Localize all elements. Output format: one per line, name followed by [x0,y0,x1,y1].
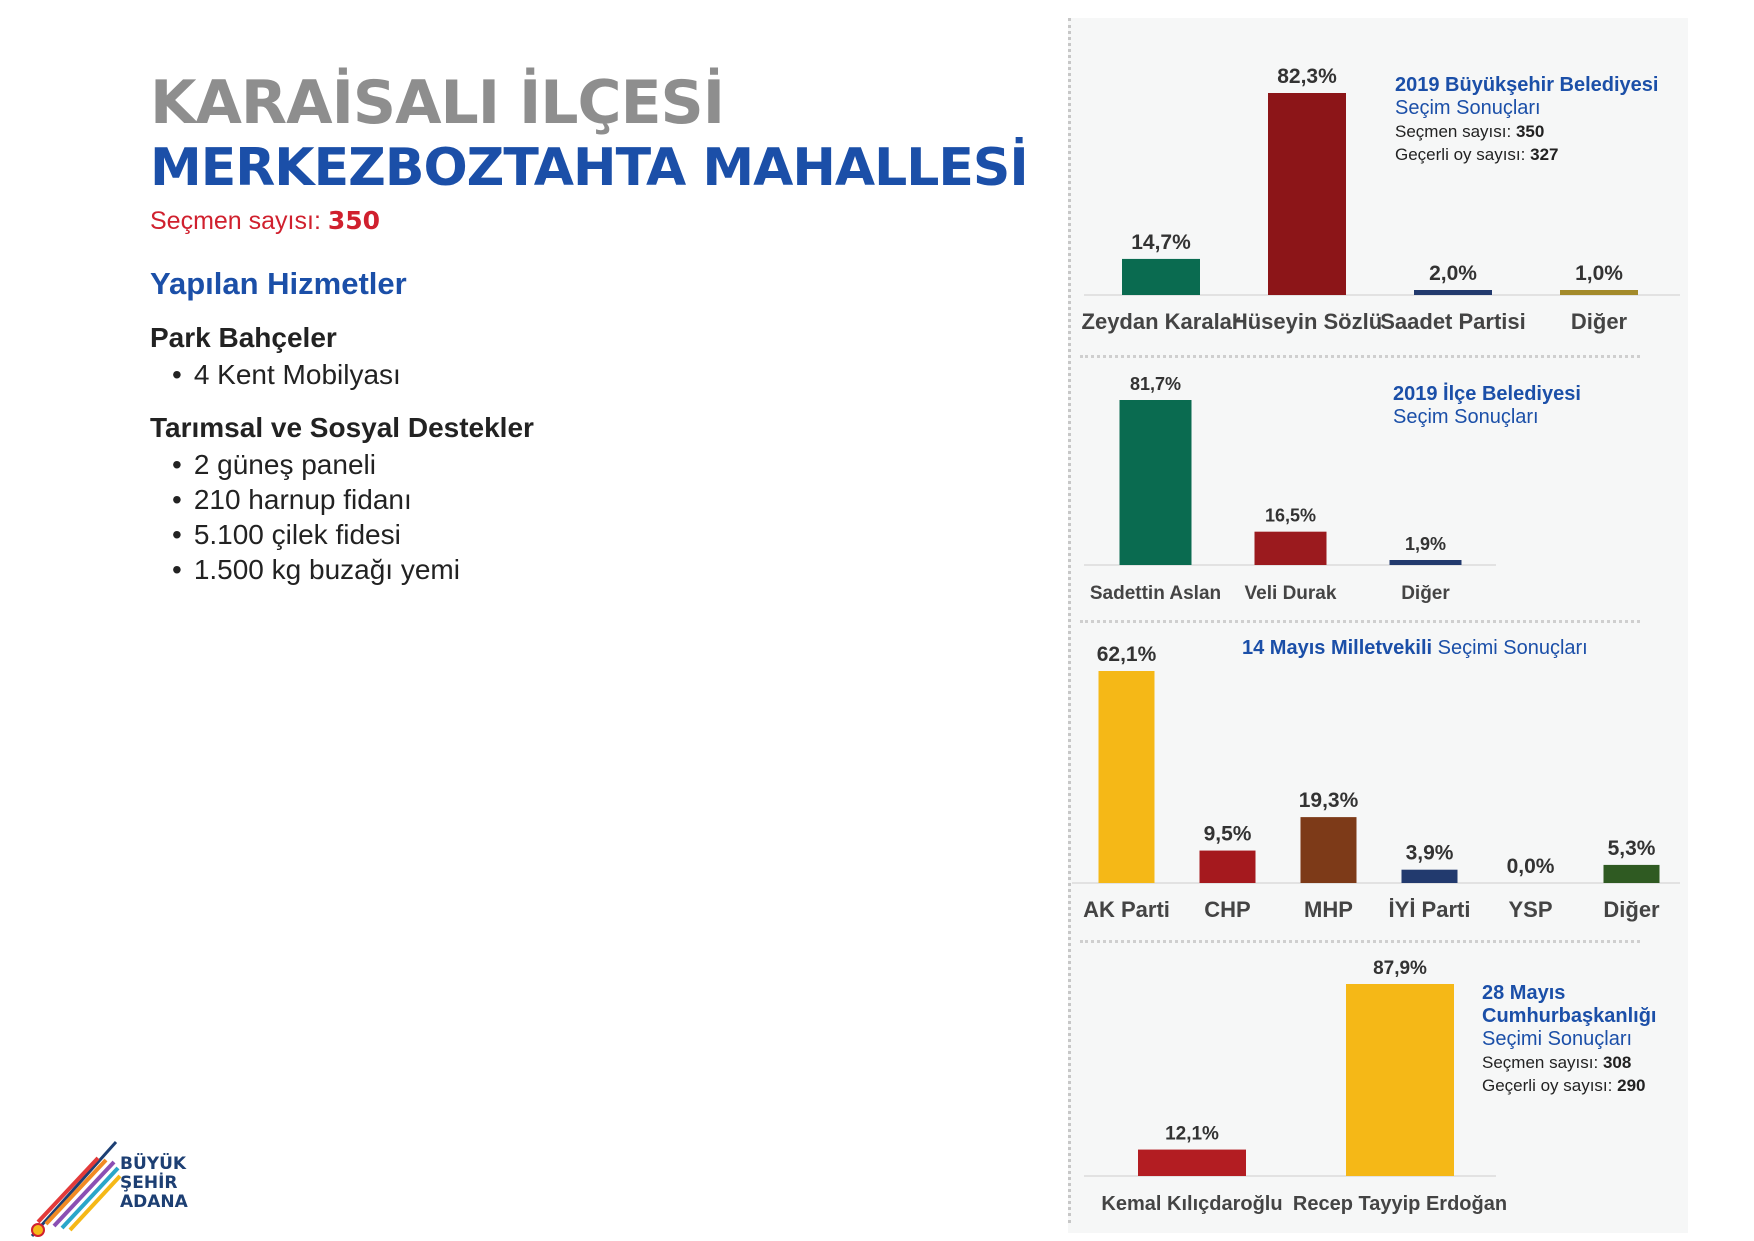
chart1-valid-value: 327 [1530,145,1559,164]
chart1-voters: Seçmen sayısı: 350 [1395,120,1658,143]
bar-value-label: 87,9% [1373,958,1427,979]
chart4-title: 28 Mayıs Cumhurbaşkanlığı Seçimi Sonuçla… [1482,982,1656,1097]
bar [1098,671,1155,883]
bar [1254,531,1327,565]
logo-line: ŞEHİR [120,1173,178,1193]
panel-divider [1068,18,1071,1223]
service-item: 210 harnup fidanı [172,482,460,517]
category-label: YSP [1508,897,1552,922]
chart4-title-main: 28 Mayıs [1482,982,1566,1004]
category-label: Diğer [1571,309,1628,334]
bar [1199,850,1256,883]
bar-value-label: 14,7% [1131,231,1191,254]
chart-3: 62,1% AK Parti 9,5% CHP 19,3% MHP 3,9% İYİ Part… [1072,643,1680,922]
chart-2: 81,7% Sadettin Aslan 16,5% Veli Durak 1,9% Di… [1084,374,1496,604]
bar-value-label: 81,7% [1130,374,1181,394]
service-group-title: Park Bahçeler [150,322,337,353]
bar [1268,93,1346,295]
left-panel: KARAİSALI İLÇESİ MERKEZBOZTAHTA MAHALLES… [0,0,1060,1241]
chart-1: 14,7% Zeydan Karalar 82,3% Hüseyin Sözlü 2,0… [1082,65,1680,334]
bar-value-label: 62,1% [1097,643,1157,666]
chart-separator [1080,620,1640,623]
bar-value-label: 1,0% [1575,262,1623,285]
bar-value-label: 5,3% [1608,837,1656,860]
chart4-voters-label: Seçmen sayısı: [1482,1053,1599,1072]
bar-value-label: 2,0% [1429,262,1477,285]
bar [1138,1149,1246,1176]
chart4-voters-value: 308 [1602,1053,1632,1072]
chart4-valid-label: Geçerli oy sayısı: [1482,1076,1613,1095]
chart-4: 12,1% Kemal Kılıçdaroğlu 87,9% Recep Tayyip… [1084,958,1507,1215]
voter-count-value: 350 [327,206,381,235]
category-label: Sadettin Aslan [1090,583,1221,604]
chart2-title-sub: Seçim Sonuçları [1393,406,1539,428]
bar [1119,400,1192,565]
bar [1401,869,1458,883]
chart3-title-sub: Seçimi Sonuçları [1437,637,1588,659]
category-label: Diğer [1603,897,1660,922]
bar [1414,290,1492,295]
chart2-title-main: 2019 İlçe Belediyesi [1393,383,1581,405]
bar [1122,258,1200,295]
category-label: Diğer [1401,583,1450,604]
bar-value-label: 16,5% [1265,506,1316,526]
service-item: 5.100 çilek fidesi [172,517,460,552]
bar [1389,560,1462,565]
chart1-voters-value: 350 [1515,122,1545,141]
service-list: 2 güneş paneli 210 harnup fidanı 5.100 ç… [172,447,460,587]
category-label: AK Parti [1083,897,1170,922]
neighborhood-title: MERKEZBOZTAHTA MAHALLESİ [150,138,1029,198]
chart4-title-main: Cumhurbaşkanlığı [1482,1005,1657,1027]
service-item: 2 güneş paneli [172,447,460,482]
chart1-title-main: 2019 Büyükşehir Belediyesi [1395,74,1659,96]
logo-mark [30,1141,122,1237]
bar-value-label: 12,1% [1165,1124,1219,1145]
bar-value-label: 0,0% [1507,855,1555,878]
chart1-voters-label: Seçmen sayısı: [1395,122,1512,141]
services-title: Yapılan Hizmetler [150,266,407,301]
category-label: Hüseyin Sözlü [1232,309,1382,334]
category-label: Veli Durak [1245,583,1337,604]
service-item: 1.500 kg buzağı yemi [172,552,460,587]
chart1-title-sub: Seçim Sonuçları [1395,97,1541,119]
chart4-title-sub: Seçimi Sonuçları [1482,1028,1633,1050]
bar-value-label: 82,3% [1277,65,1337,88]
category-label: Saadet Partisi [1380,309,1526,334]
service-list: 4 Kent Mobilyası [172,357,401,392]
district-title: KARAİSALI İLÇESİ [150,68,725,138]
service-group-title: Tarımsal ve Sosyal Destekler [150,412,534,443]
chart-separator [1080,940,1640,943]
election-charts: 14,7% Zeydan Karalar 82,3% Hüseyin Sözlü 2,0… [1072,65,1680,1215]
chart1-valid: Geçerli oy sayısı: 327 [1395,143,1658,166]
bar [1300,817,1357,883]
category-label: İYİ Parti [1389,897,1471,922]
chart4-valid: Geçerli oy sayısı: 290 [1482,1074,1656,1097]
chart1-valid-label: Geçerli oy sayısı: [1395,145,1526,164]
logo-line: ADANA [120,1192,188,1212]
logo-line: BÜYÜK [120,1154,187,1174]
voter-count: Seçmen sayısı: 350 [150,206,380,236]
chart3-title-main: 14 Mayıs Milletvekili [1242,637,1433,659]
category-label: Kemal Kılıçdaroğlu [1101,1193,1282,1215]
chart-separator [1080,355,1640,358]
chart3-title: 14 Mayıs Milletvekili Seçimi Sonuçları [1242,637,1588,660]
bar-value-label: 1,9% [1405,534,1446,554]
chart4-valid-value: 290 [1617,1076,1646,1095]
category-label: MHP [1304,897,1353,922]
bar [1346,984,1454,1176]
chart2-title: 2019 İlçe Belediyesi Seçim Sonuçları [1393,383,1581,429]
bar [1560,290,1638,295]
category-label: CHP [1204,897,1250,922]
voter-count-label: Seçmen sayısı: [150,207,321,235]
category-label: Recep Tayyip Erdoğan [1293,1193,1507,1215]
chart4-voters: Seçmen sayısı: 308 [1482,1051,1656,1074]
logo-text: BÜYÜK ŞEHİR ADANA [120,1155,188,1212]
bar [1603,864,1660,883]
bar-value-label: 9,5% [1204,823,1252,846]
bar-value-label: 19,3% [1299,789,1359,812]
service-item: 4 Kent Mobilyası [172,357,401,392]
chart1-title: 2019 Büyükşehir Belediyesi Seçim Sonuçla… [1395,74,1658,166]
category-label: Zeydan Karalar [1082,309,1241,334]
bar-value-label: 3,9% [1406,842,1454,865]
